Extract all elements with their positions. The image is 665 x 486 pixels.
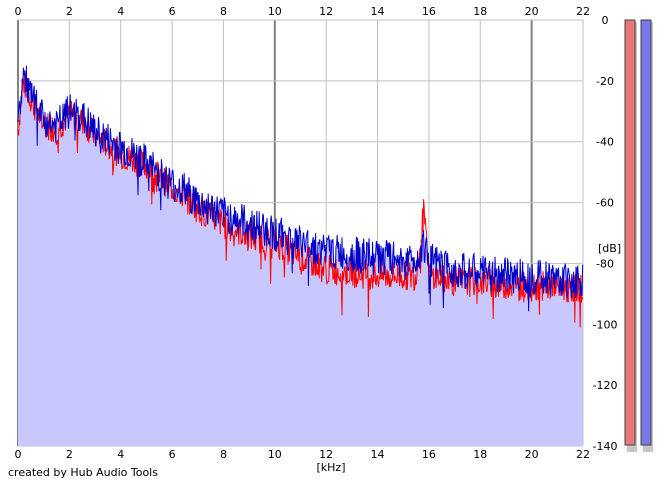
credit-text: created by Hub Audio Tools: [8, 466, 158, 479]
x-tick-label-top: 0: [15, 5, 22, 18]
y-tick-label: -100: [593, 318, 618, 331]
y-tick-labels: 0 -20 -40 -60 -80 -100 -120 -140: [593, 14, 618, 453]
x-axis-label: [kHz]: [317, 461, 346, 474]
x-tick-label-top: 2: [66, 5, 73, 18]
level-meters: [624, 19, 653, 452]
x-tick-label-top: 20: [525, 5, 539, 18]
y-tick-label: -80: [596, 257, 614, 270]
meter-right: [640, 19, 652, 446]
y-tick-label: -60: [596, 197, 614, 210]
x-tick-label-bottom: 2: [66, 448, 73, 461]
x-tick-label-top: 16: [422, 5, 436, 18]
y-tick-label: -140: [593, 440, 618, 453]
x-tick-label-top: 6: [169, 5, 176, 18]
x-tick-label-top: 22: [576, 5, 590, 18]
x-tick-label-top: 14: [371, 5, 385, 18]
x-tick-label-bottom: 4: [117, 448, 124, 461]
x-tick-label-top: 8: [220, 5, 227, 18]
x-tick-label-bottom: 6: [169, 448, 176, 461]
x-tick-label-bottom: 16: [422, 448, 436, 461]
x-tick-label-bottom: 0: [15, 448, 22, 461]
y-tick-label: -20: [596, 75, 614, 88]
x-tick-label-bottom: 12: [319, 448, 333, 461]
meter-left: [624, 19, 636, 446]
spectrum-fill: [18, 65, 583, 446]
y-tick-label: 0: [602, 14, 609, 27]
x-tick-label-bottom: 8: [220, 448, 227, 461]
x-tick-label-bottom: 10: [268, 448, 282, 461]
x-tick-label-top: 4: [117, 5, 124, 18]
x-tick-label-bottom: 14: [371, 448, 385, 461]
y-tick-label: -40: [596, 136, 614, 149]
x-tick-label-top: 12: [319, 5, 333, 18]
x-tick-label-top: 18: [473, 5, 487, 18]
x-tick-label-top: 10: [268, 5, 282, 18]
x-tick-label-bottom: 22: [576, 448, 590, 461]
y-tick-label: -120: [593, 379, 618, 392]
x-tick-label-bottom: 20: [525, 448, 539, 461]
spectrum-series: [17, 65, 584, 328]
y-axis-label: [dB]: [598, 242, 621, 255]
series-blue-line: [17, 65, 584, 312]
spectrum-fill-area: [18, 65, 583, 446]
x-tick-label-bottom: 18: [473, 448, 487, 461]
